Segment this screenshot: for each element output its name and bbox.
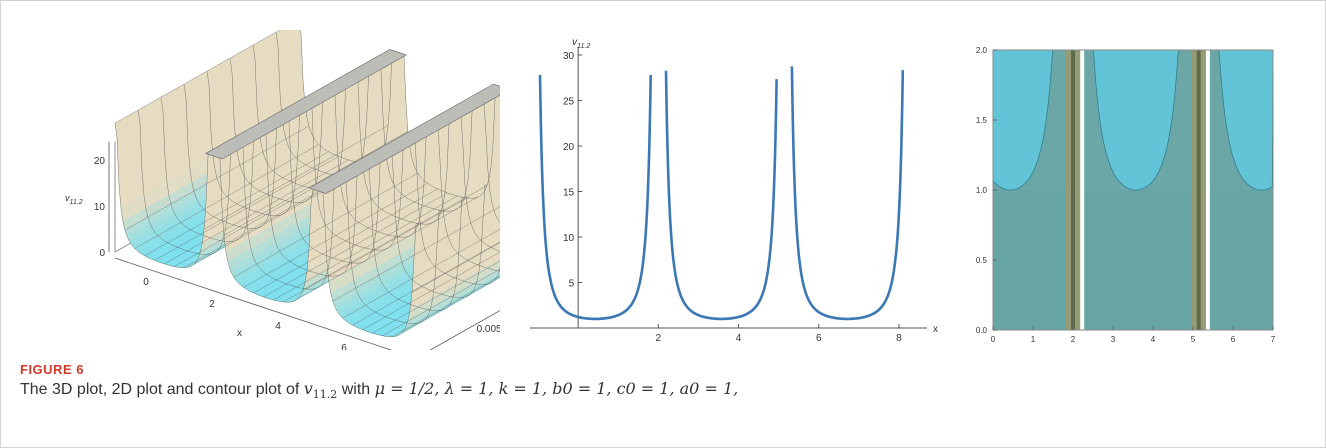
contour-y-tick-label: 1.0 [976,186,988,195]
contour-x-tick-label: 4 [1151,335,1156,344]
x-tick-label: 6 [341,343,347,350]
contour-band-gap [1080,50,1085,330]
mesh-line [283,197,468,303]
mesh-line [293,197,478,302]
series-line [664,70,778,321]
line-2d-svg: 5 10 15 20 25 30 2 4 6 8 v11.2 x [530,37,938,344]
mesh-line [203,125,389,230]
mesh-line [114,18,300,124]
caption-parameters: μ = 1/2, λ = 1, k = 1, b0 = 1, c0 = 1, a… [374,379,739,398]
x-tick-label: 2 [656,333,662,344]
series-line [790,66,905,321]
x-tick-label: 0 [143,277,149,288]
y-tick-label: 10 [563,233,575,244]
contour-svg: 0.0 0.5 1.0 1.5 2.0 0 1 2 3 4 5 6 7 [976,46,1276,344]
mesh-line [342,213,527,319]
figure-caption: FIGURE 6 The 3D plot, 2D plot and contou… [20,362,1300,401]
mesh-line [243,183,428,288]
mesh-line [223,131,409,236]
contour-y-tick-label: 0.0 [976,326,988,335]
mesh-line [154,156,339,261]
mesh-line [114,123,418,337]
mesh-line [183,84,487,298]
x-tick-label: 4 [275,321,281,332]
contour-high-region [1080,49,1192,191]
contour-y-tick-label: 1.5 [976,116,988,125]
contour-x-tick-label: 2 [1071,335,1076,344]
y-tick-label: 20 [563,142,575,153]
contour-x-tick-label: 1 [1031,335,1036,344]
caption-variable: v11.2 [303,379,338,402]
series-line [538,74,652,321]
mesh-line [144,151,329,256]
z-tick-label: 10 [94,202,106,213]
x-tick-label: 8 [896,333,902,344]
contour-plot: 0.0 0.5 1.0 1.5 2.0 0 1 2 3 4 5 6 7 [955,30,1295,350]
mesh-line [160,97,464,311]
mesh-line [302,185,488,290]
mesh-line [253,188,438,294]
contour-x-tick-label: 6 [1231,335,1236,344]
line-2d-plot: 5 10 15 20 25 30 2 4 6 8 v11.2 x [505,30,950,350]
contour-band-gap [1205,50,1210,330]
surface-wall-top [205,49,408,160]
mesh-line [124,125,310,231]
x-axis [114,257,419,360]
figure-caption-text: The 3D plot, 2D plot and contour plot of… [20,379,1300,401]
y-axis-label: v11.2 [572,37,590,50]
mesh-line [137,110,441,324]
z-axis-label: v11.2 [65,193,83,206]
x-axis-label: x [933,324,938,335]
contour-x-tick-label: 7 [1271,335,1276,344]
figure-label: FIGURE 6 [20,362,84,377]
mesh-line [229,58,533,272]
caption-prefix: The 3D plot, 2D plot and contour plot of [20,381,304,398]
y-tick-label: 15 [563,188,575,199]
y-tick-label: 30 [563,51,575,62]
contour-band-core [1071,50,1076,330]
z-tick-label: 0 [99,248,105,259]
x-tick-label: 2 [209,299,215,310]
mesh-line [164,159,349,265]
mesh-line [273,195,458,301]
mesh-line [263,192,448,298]
contour-x-tick-label: 5 [1191,335,1196,344]
contour-y-tick-label: 2.0 [976,46,988,55]
caption-with: with [337,381,375,398]
contour-x-tick-label: 0 [991,335,996,344]
surface-3d-svg: 02468x0.0000.0050.0100.0150.020t01020v11… [65,18,640,376]
x-tick-label: 4 [736,333,742,344]
x-tick-label: 6 [816,333,822,344]
surface-3d-plot: 02468x0.0000.0050.0100.0150.020t01020v11… [30,18,640,376]
contour-y-tick-label: 0.5 [976,256,988,265]
t-tick-label: 0.005 [477,324,500,335]
y-tick-label: 5 [569,279,575,290]
contour-band-core [1196,50,1201,330]
mesh-line [332,196,517,302]
z-tick-label: 20 [94,156,106,167]
mesh-line [233,172,418,278]
x-axis-label: x [237,328,242,339]
mesh-line [134,144,319,249]
mesh-line [206,71,510,285]
y-tick-label: 25 [563,97,575,108]
contour-x-tick-label: 3 [1111,335,1116,344]
